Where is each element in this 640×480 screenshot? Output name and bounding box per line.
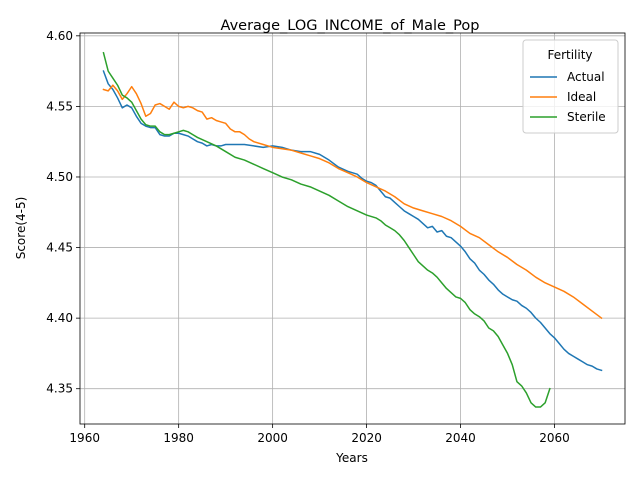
- x-axis-label: Years: [335, 451, 368, 465]
- y-tick-label: 4.55: [46, 99, 73, 113]
- x-axis-ticks: 1960 1980 2000 2020 2040 2060: [69, 424, 570, 445]
- series-line-sterile: [102, 51, 551, 408]
- legend-label-ideal: Ideal: [567, 90, 596, 104]
- x-tick-label: 1960: [69, 431, 100, 445]
- x-tick-label: 2020: [351, 431, 382, 445]
- legend-box: [522, 39, 619, 134]
- y-axis-ticks: 4.35 4.40 4.45 4.50 4.55 4.60: [46, 29, 80, 396]
- x-tick-label: 2060: [539, 431, 570, 445]
- legend-title: Fertility: [547, 48, 592, 62]
- x-tick-label: 2040: [445, 431, 476, 445]
- legend-label-actual: Actual: [567, 70, 605, 84]
- y-tick-label: 4.50: [46, 170, 73, 184]
- y-axis-label: Score(4-5): [14, 197, 28, 260]
- y-tick-label: 4.60: [46, 29, 73, 43]
- x-tick-label: 1980: [163, 431, 194, 445]
- legend-entries: Actual Ideal Sterile: [530, 70, 606, 124]
- legend: Fertility Actual Ideal Sterile: [522, 39, 619, 134]
- y-tick-label: 4.40: [46, 311, 73, 325]
- chart-title: Average_LOG_INCOME_of_Male_Pop: [221, 18, 480, 34]
- legend-label-sterile: Sterile: [567, 110, 606, 124]
- plot-area-frame: [79, 32, 626, 425]
- series-lines: [102, 51, 603, 408]
- x-tick-label: 2000: [257, 431, 288, 445]
- series-line-ideal: [102, 84, 603, 320]
- y-tick-label: 4.45: [46, 241, 73, 255]
- y-tick-label: 4.35: [46, 382, 73, 396]
